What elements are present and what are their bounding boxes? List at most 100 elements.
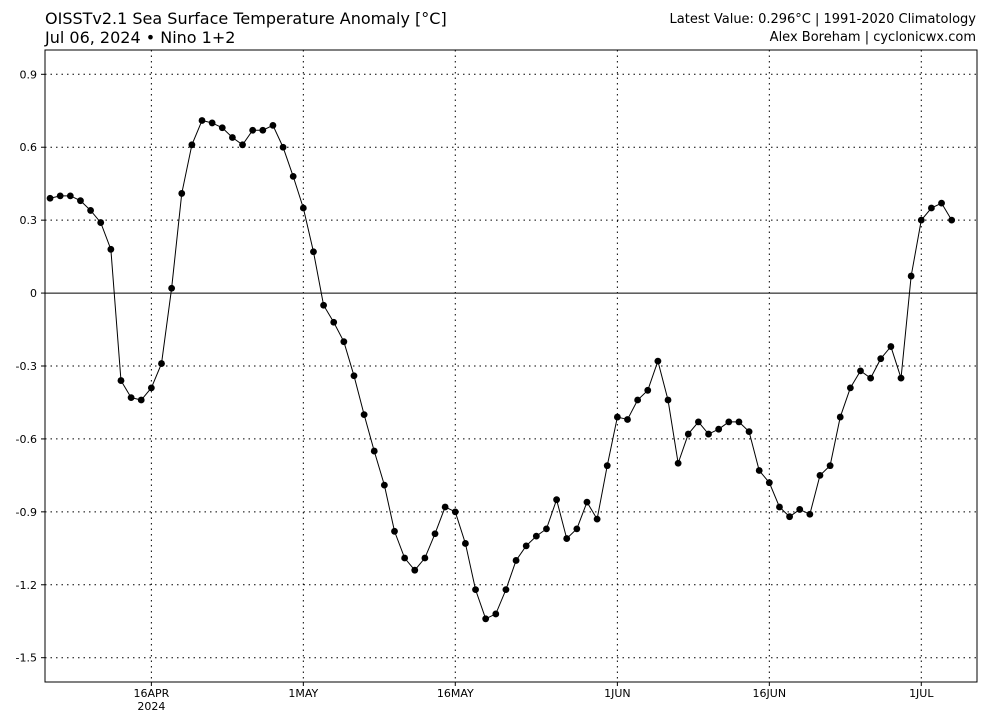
- data-point: [208, 119, 216, 127]
- data-point: [634, 396, 642, 404]
- y-tick-label: -0.9: [16, 506, 37, 519]
- data-point: [948, 216, 956, 224]
- data-point: [593, 515, 601, 523]
- x-tick-sublabel: 2024: [137, 700, 165, 713]
- data-point: [472, 586, 479, 594]
- data-point: [928, 204, 935, 212]
- data-point: [857, 367, 864, 375]
- data-point: [158, 360, 165, 367]
- data-point: [97, 219, 105, 226]
- data-point: [532, 532, 540, 540]
- data-point: [917, 216, 925, 224]
- data-point: [360, 411, 368, 419]
- y-tick-label: 0.3: [20, 214, 38, 227]
- data-point: [259, 126, 267, 134]
- y-tick-label: 0: [30, 287, 37, 300]
- data-point: [229, 134, 236, 141]
- data-point: [684, 430, 692, 438]
- chart-title: OISSTv2.1 Sea Surface Temperature Anomal…: [45, 9, 447, 28]
- data-point: [725, 418, 733, 426]
- data-point: [674, 459, 682, 467]
- latest-value-text: Latest Value: 0.296°C | 1991-2020 Climat…: [669, 12, 976, 27]
- data-point: [603, 462, 611, 470]
- data-point: [492, 610, 500, 618]
- data-point: [826, 462, 834, 470]
- data-point: [391, 527, 398, 535]
- data-point: [816, 471, 824, 479]
- x-tick-label: 1JUL: [909, 687, 934, 700]
- y-tick-label: -0.6: [16, 433, 37, 446]
- data-point: [664, 396, 672, 404]
- data-point: [907, 272, 915, 280]
- data-point: [168, 284, 176, 292]
- data-point: [249, 126, 257, 134]
- data-point: [320, 301, 327, 309]
- data-point: [482, 615, 490, 623]
- data-point: [502, 586, 510, 594]
- data-point: [127, 394, 135, 401]
- data-point: [573, 525, 581, 533]
- data-point: [583, 498, 591, 506]
- data-point: [887, 343, 895, 350]
- data-point: [66, 192, 74, 200]
- data-point: [715, 425, 723, 433]
- y-tick-label: -0.3: [16, 360, 37, 373]
- data-point: [765, 479, 773, 487]
- data-point: [56, 192, 64, 200]
- data-point: [705, 430, 712, 438]
- data-point: [401, 554, 409, 562]
- data-point: [370, 447, 378, 455]
- data-point: [46, 194, 54, 202]
- data-point: [147, 384, 155, 392]
- data-point: [644, 386, 652, 394]
- data-point: [279, 143, 287, 151]
- data-point: [451, 508, 459, 516]
- data-point: [543, 525, 550, 533]
- data-point: [77, 197, 84, 205]
- data-point: [380, 481, 388, 489]
- x-tick-label: 1JUN: [604, 687, 631, 700]
- data-point: [512, 557, 520, 564]
- data-point: [411, 566, 419, 574]
- data-point: [299, 204, 307, 212]
- data-point: [269, 121, 277, 129]
- data-point: [846, 384, 854, 392]
- data-point: [796, 506, 804, 513]
- data-point: [745, 428, 753, 436]
- data-point: [87, 207, 94, 214]
- data-point: [786, 513, 793, 521]
- data-point: [330, 318, 338, 326]
- x-tick-label: 16MAY: [437, 687, 474, 700]
- x-tick-label: 16JUN: [753, 687, 787, 700]
- data-point: [553, 496, 560, 504]
- data-point: [289, 173, 297, 180]
- data-point: [462, 540, 469, 547]
- data-point: [178, 190, 186, 197]
- data-point: [350, 372, 358, 380]
- data-point: [198, 117, 206, 124]
- data-point: [137, 396, 145, 404]
- data-point: [624, 416, 631, 423]
- data-point: [836, 413, 844, 421]
- data-point: [310, 248, 317, 256]
- data-point: [218, 124, 226, 132]
- data-point: [877, 355, 885, 363]
- data-point: [340, 338, 348, 346]
- series-line: [49, 119, 953, 620]
- data-point: [117, 377, 125, 384]
- plot-frame: [44, 49, 978, 683]
- data-point: [613, 413, 621, 421]
- y-tick-label: 0.9: [20, 68, 38, 81]
- data-point: [188, 141, 196, 149]
- data-point: [776, 503, 783, 511]
- data-point: [563, 535, 571, 542]
- data-point: [755, 467, 763, 474]
- data-point: [735, 418, 743, 426]
- chart-subtitle: Jul 06, 2024 • Nino 1+2: [45, 28, 236, 47]
- data-point: [654, 357, 662, 365]
- data-point: [522, 542, 530, 550]
- data-point: [695, 418, 702, 426]
- data-point: [806, 510, 814, 518]
- credit-text: Alex Boreham | cyclonicwx.com: [769, 30, 976, 45]
